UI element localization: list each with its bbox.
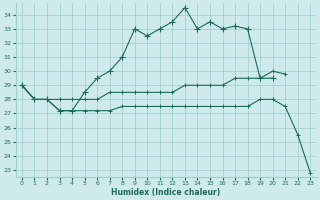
- X-axis label: Humidex (Indice chaleur): Humidex (Indice chaleur): [111, 188, 221, 197]
